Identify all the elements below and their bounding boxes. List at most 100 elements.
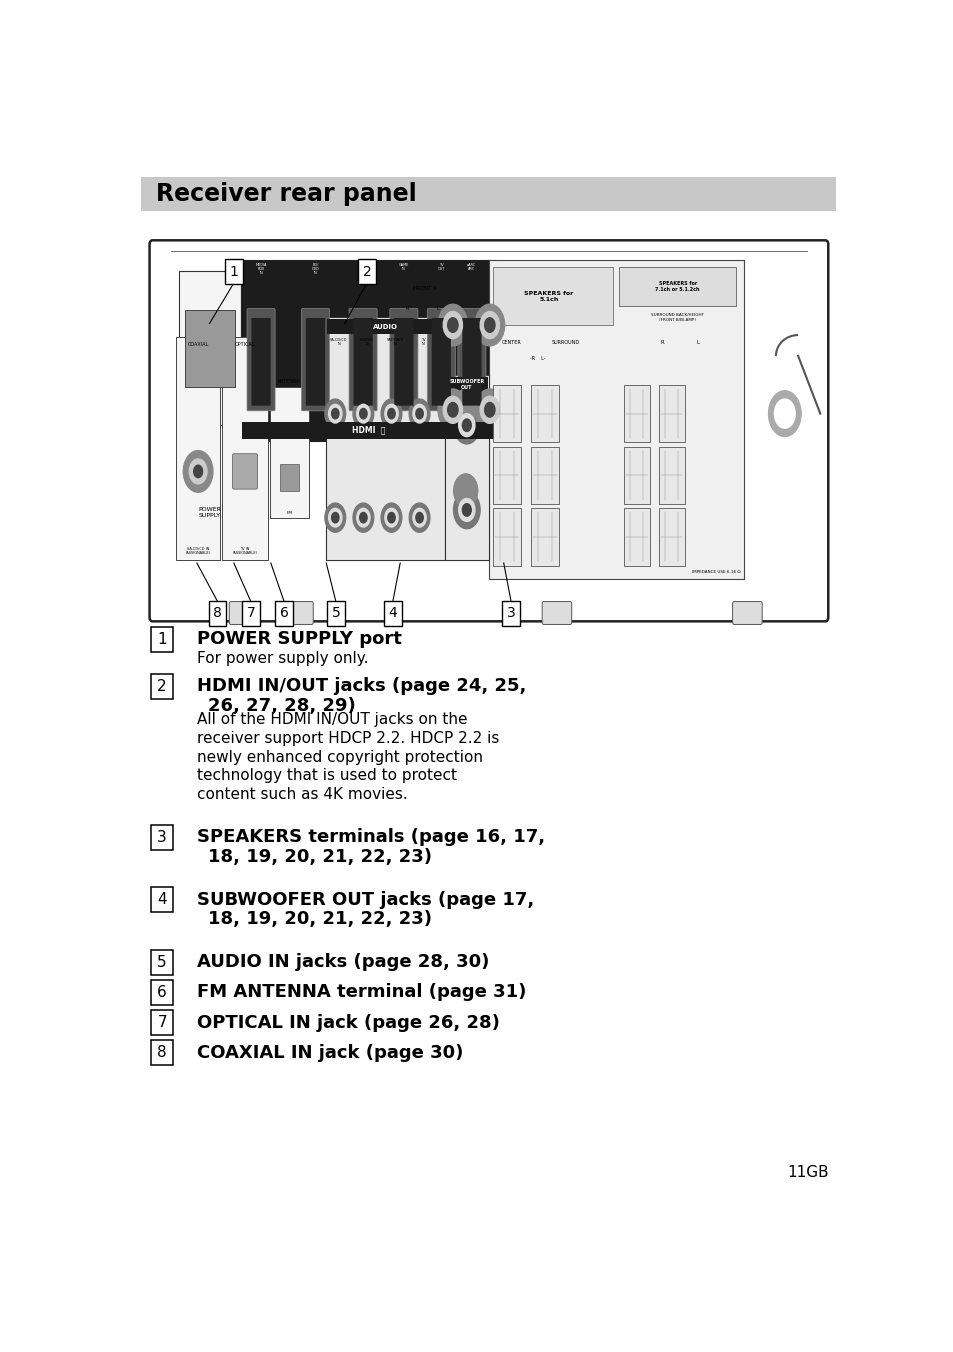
Circle shape — [387, 408, 395, 419]
Text: 6: 6 — [157, 984, 167, 1000]
Circle shape — [453, 491, 479, 529]
FancyBboxPatch shape — [275, 600, 293, 626]
Circle shape — [409, 503, 430, 533]
Circle shape — [381, 503, 401, 533]
FancyBboxPatch shape — [462, 318, 481, 406]
Text: R: R — [659, 341, 663, 345]
FancyBboxPatch shape — [327, 600, 344, 626]
FancyBboxPatch shape — [151, 949, 173, 975]
Text: SUBWOOFER OUT jacks (page 17,: SUBWOOFER OUT jacks (page 17, — [196, 891, 534, 909]
Text: 8: 8 — [213, 606, 222, 621]
Circle shape — [189, 458, 207, 484]
Text: ANTENNA: ANTENNA — [277, 379, 301, 384]
Text: 5: 5 — [157, 955, 167, 969]
Text: 2: 2 — [157, 679, 167, 694]
FancyBboxPatch shape — [252, 318, 271, 406]
Circle shape — [353, 503, 374, 533]
FancyBboxPatch shape — [229, 602, 258, 625]
Text: SAT/CATV
IN: SAT/CATV IN — [386, 338, 403, 346]
Circle shape — [443, 396, 462, 423]
Circle shape — [416, 512, 423, 523]
FancyBboxPatch shape — [618, 268, 736, 306]
Text: OPTICAL: OPTICAL — [234, 342, 255, 347]
FancyBboxPatch shape — [151, 1010, 173, 1036]
FancyBboxPatch shape — [492, 508, 520, 565]
Circle shape — [462, 419, 471, 431]
Text: 4: 4 — [157, 892, 167, 907]
Circle shape — [359, 408, 367, 419]
FancyBboxPatch shape — [531, 385, 558, 442]
FancyBboxPatch shape — [222, 337, 268, 560]
FancyBboxPatch shape — [151, 1040, 173, 1065]
Circle shape — [454, 475, 477, 507]
Text: 18, 19, 20, 21, 22, 23): 18, 19, 20, 21, 22, 23) — [208, 848, 432, 865]
Text: AUDIO: AUDIO — [373, 323, 397, 330]
FancyBboxPatch shape — [541, 602, 571, 625]
Circle shape — [447, 403, 457, 416]
Text: POWER
SUPPLY: POWER SUPPLY — [198, 507, 221, 518]
FancyBboxPatch shape — [270, 387, 309, 518]
Text: For power supply only.: For power supply only. — [196, 652, 368, 667]
Text: L: L — [436, 306, 439, 311]
Text: HDMI  ⓟ: HDMI ⓟ — [351, 426, 384, 435]
Circle shape — [475, 389, 504, 431]
Text: IMPEDANCE USE 6-16 Ω: IMPEDANCE USE 6-16 Ω — [691, 571, 740, 575]
Text: MEDIA
BOX
IN: MEDIA BOX IN — [255, 262, 267, 276]
Circle shape — [332, 408, 338, 419]
Text: SA-CD/CD
IN: SA-CD/CD IN — [330, 338, 348, 346]
Circle shape — [454, 389, 477, 423]
FancyBboxPatch shape — [151, 980, 173, 1005]
FancyBboxPatch shape — [457, 308, 485, 411]
FancyBboxPatch shape — [492, 446, 520, 504]
FancyBboxPatch shape — [623, 446, 649, 504]
Circle shape — [437, 304, 467, 346]
Circle shape — [356, 404, 370, 423]
Text: CENTER: CENTER — [501, 341, 521, 345]
Circle shape — [774, 399, 795, 429]
FancyBboxPatch shape — [151, 887, 173, 913]
Circle shape — [413, 404, 426, 423]
FancyBboxPatch shape — [151, 825, 173, 850]
FancyBboxPatch shape — [151, 673, 173, 699]
Text: SURROUND: SURROUND — [551, 341, 578, 345]
Circle shape — [768, 391, 801, 437]
FancyBboxPatch shape — [488, 260, 743, 579]
Text: SA-CD/CD IN
(ASSIGNABLE): SA-CD/CD IN (ASSIGNABLE) — [186, 546, 211, 554]
FancyBboxPatch shape — [531, 508, 558, 565]
FancyBboxPatch shape — [327, 319, 443, 334]
Circle shape — [328, 508, 341, 527]
Text: FM ANTENNA terminal (page 31): FM ANTENNA terminal (page 31) — [196, 983, 526, 1002]
Text: 4: 4 — [388, 606, 396, 621]
FancyBboxPatch shape — [301, 308, 329, 411]
Text: 3: 3 — [157, 830, 167, 845]
Circle shape — [484, 318, 495, 333]
Circle shape — [413, 508, 426, 527]
Circle shape — [381, 399, 401, 429]
Text: 2: 2 — [362, 265, 371, 279]
Text: eARC
ARC: eARC ARC — [467, 262, 476, 270]
Text: BD/
DVD
IN: BD/ DVD IN — [312, 262, 319, 276]
Circle shape — [458, 414, 475, 437]
Text: 18, 19, 20, 21, 22, 23): 18, 19, 20, 21, 22, 23) — [208, 910, 432, 929]
Circle shape — [437, 389, 467, 431]
FancyBboxPatch shape — [732, 602, 761, 625]
Circle shape — [454, 475, 477, 507]
Circle shape — [325, 503, 345, 533]
Text: receiver support HDCP 2.2. HDCP 2.2 is: receiver support HDCP 2.2. HDCP 2.2 is — [196, 731, 498, 746]
Circle shape — [387, 512, 395, 523]
Circle shape — [384, 404, 397, 423]
FancyBboxPatch shape — [623, 385, 649, 442]
Text: 1: 1 — [229, 265, 238, 279]
Text: HDMI IN/OUT jacks (page 24, 25,: HDMI IN/OUT jacks (page 24, 25, — [196, 677, 526, 695]
FancyBboxPatch shape — [658, 446, 684, 504]
Text: 26, 27, 28, 29): 26, 27, 28, 29) — [208, 696, 355, 715]
Text: SURROUND BACK/HEIGHT
(FRONT B/BI-AMP): SURROUND BACK/HEIGHT (FRONT B/BI-AMP) — [651, 314, 703, 322]
Circle shape — [193, 465, 202, 477]
FancyBboxPatch shape — [279, 464, 298, 491]
FancyBboxPatch shape — [492, 385, 520, 442]
Text: SAT/
CATV
IN: SAT/ CATV IN — [358, 262, 367, 276]
Text: 7: 7 — [157, 1015, 167, 1030]
Text: OPTICAL IN jack (page 26, 28): OPTICAL IN jack (page 26, 28) — [196, 1014, 499, 1032]
Text: All of the HDMI IN/OUT jacks on the: All of the HDMI IN/OUT jacks on the — [196, 713, 467, 727]
Circle shape — [454, 389, 477, 423]
